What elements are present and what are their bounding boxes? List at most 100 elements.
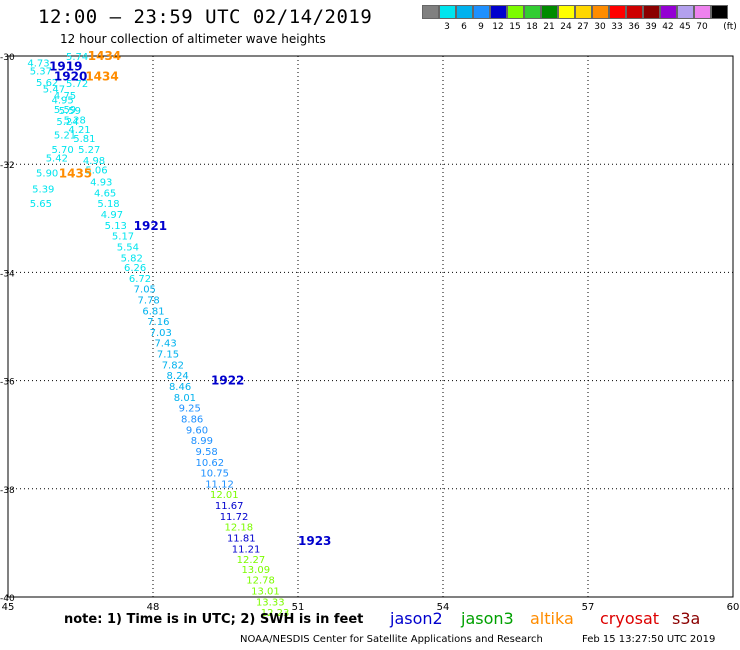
wave-height-label: 12.78 bbox=[246, 576, 275, 587]
legend-jason3: jason3 bbox=[461, 609, 514, 628]
wave-height-label: 8.24 bbox=[167, 371, 189, 382]
color-scale-label: 12 bbox=[492, 22, 504, 32]
wave-height-label: 4.98 bbox=[83, 156, 105, 167]
plot-border bbox=[7, 55, 734, 598]
latitude-tick-label: -32 bbox=[0, 161, 15, 171]
wave-height-label: 9.60 bbox=[186, 425, 208, 436]
color-swatch bbox=[694, 5, 711, 19]
wave-height-label: 5.72 bbox=[66, 79, 88, 90]
wave-height-label: 12.27 bbox=[237, 555, 266, 566]
latitude-tick-label: -30 bbox=[0, 53, 15, 63]
color-scale-label: 33 bbox=[611, 22, 623, 32]
wave-height-label: 11.81 bbox=[227, 533, 256, 544]
color-scale-label: 42 bbox=[662, 22, 674, 32]
wave-height-label: 7.78 bbox=[138, 295, 160, 306]
wave-height-label: 8.99 bbox=[191, 436, 213, 447]
color-scale-unit: (ft) bbox=[723, 22, 737, 32]
pass-time-label: 1434 bbox=[88, 49, 121, 63]
wave-height-label: 12.01 bbox=[210, 490, 239, 501]
wave-height-label: 4.21 bbox=[68, 125, 90, 136]
color-swatch bbox=[490, 5, 507, 19]
wave-height-label: 5.37 bbox=[30, 67, 52, 78]
longitude-tick-label: 60 bbox=[727, 602, 740, 613]
wave-height-label: 5.59 bbox=[54, 105, 76, 116]
color-swatch bbox=[473, 5, 490, 19]
color-scale-label: 6 bbox=[461, 22, 467, 32]
color-scale-label: 30 bbox=[594, 22, 606, 32]
pass-time-label: 1923 bbox=[298, 534, 331, 548]
wave-height-label: 13.01 bbox=[251, 587, 280, 598]
color-scale-label: 9 bbox=[478, 22, 484, 32]
latitude-tick-label: -34 bbox=[0, 269, 15, 279]
credit-line: NOAA/NESDIS Center for Satellite Applica… bbox=[240, 634, 543, 645]
wave-height-label: 6.26 bbox=[124, 263, 146, 274]
wave-height-label: 5.90 bbox=[36, 168, 58, 179]
wave-height-label: 5.39 bbox=[32, 185, 54, 196]
pass-time-label: 1919 bbox=[49, 60, 82, 74]
wave-height-label: 9.58 bbox=[196, 447, 218, 458]
wave-height-label: 4.97 bbox=[101, 210, 123, 221]
wave-height-label: 4.75 bbox=[54, 91, 76, 102]
color-swatch bbox=[541, 5, 558, 19]
wave-height-label: 4.93 bbox=[90, 178, 112, 189]
color-scale-label: 45 bbox=[679, 22, 691, 32]
wave-height-label: 8.86 bbox=[181, 414, 203, 425]
color-swatch bbox=[507, 5, 524, 19]
wave-height-label: 5.18 bbox=[97, 199, 119, 210]
color-swatch bbox=[524, 5, 541, 19]
wave-observations: 5.74 4.735.37 5.72 5.625.474.754.955.595.59… bbox=[27, 52, 289, 619]
wave-height-label: 5.74 bbox=[66, 52, 88, 63]
map-frame bbox=[7, 55, 734, 598]
wave-height-label: 4.95 bbox=[52, 95, 74, 106]
wave-height-label: 5.21 bbox=[54, 130, 76, 141]
latitude-tick-label: -40 bbox=[0, 594, 15, 604]
color-swatch bbox=[575, 5, 592, 19]
color-swatch bbox=[456, 5, 473, 19]
wave-height-label: 5.54 bbox=[117, 242, 139, 253]
color-scale-label: 15 bbox=[509, 22, 521, 32]
wave-height-label: 7.43 bbox=[154, 339, 176, 350]
wave-height-label: 4.73 bbox=[27, 58, 49, 69]
color-scale-label: 21 bbox=[543, 22, 555, 32]
wave-height-label: 9.25 bbox=[179, 404, 201, 415]
wave-height-label: 5.59 bbox=[59, 106, 81, 117]
wave-height-label: 11.72 bbox=[220, 512, 249, 523]
pass-time-label: 1921 bbox=[134, 219, 167, 233]
color-swatch bbox=[660, 5, 677, 19]
color-swatch bbox=[439, 5, 456, 19]
longitude-tick-label: 48 bbox=[147, 602, 160, 613]
wave-height-label: 5.62 bbox=[36, 78, 58, 89]
wave-height-label: 7.05 bbox=[134, 285, 156, 296]
wave-height-label: 8.01 bbox=[174, 393, 196, 404]
wave-height-label: 5.24 bbox=[56, 117, 78, 128]
wave-height-label: 5.27 bbox=[78, 145, 100, 156]
longitude-tick-label: 45 bbox=[2, 602, 15, 613]
color-scale-label: 18 bbox=[526, 22, 538, 32]
pass-time-label: 1435 bbox=[59, 166, 92, 180]
wave-height-label: 5.42 bbox=[46, 154, 68, 165]
legend-cryosat: cryosat bbox=[600, 609, 660, 628]
wave-height-label: 6.81 bbox=[142, 306, 164, 317]
wave-height-label: 12.23 bbox=[261, 608, 290, 619]
color-swatch bbox=[422, 5, 439, 19]
longitude-tick-label: 51 bbox=[292, 602, 305, 613]
wave-height-label: 5.28 bbox=[64, 115, 86, 126]
color-swatch bbox=[609, 5, 626, 19]
wave-height-label: 5.82 bbox=[121, 253, 143, 264]
wave-height-label: 5.81 bbox=[73, 134, 95, 145]
color-swatch bbox=[558, 5, 575, 19]
pass-time-label: 1922 bbox=[211, 374, 244, 388]
longitude-tick-label: 54 bbox=[437, 602, 450, 613]
wave-height-label: 6.72 bbox=[129, 274, 151, 285]
wave-height-label: 11.12 bbox=[205, 479, 234, 490]
wave-height-label: 7.15 bbox=[157, 350, 179, 361]
wave-height-label: 11.67 bbox=[215, 501, 244, 512]
color-scale-label: 39 bbox=[645, 22, 657, 32]
footnote: note: 1) Time is in UTC; 2) SWH is in fe… bbox=[64, 612, 364, 627]
latitude-tick-label: -38 bbox=[0, 486, 15, 496]
color-swatch bbox=[643, 5, 660, 19]
wave-height-label: 5.06 bbox=[85, 166, 107, 177]
latitude-tick-label: -36 bbox=[0, 378, 15, 388]
